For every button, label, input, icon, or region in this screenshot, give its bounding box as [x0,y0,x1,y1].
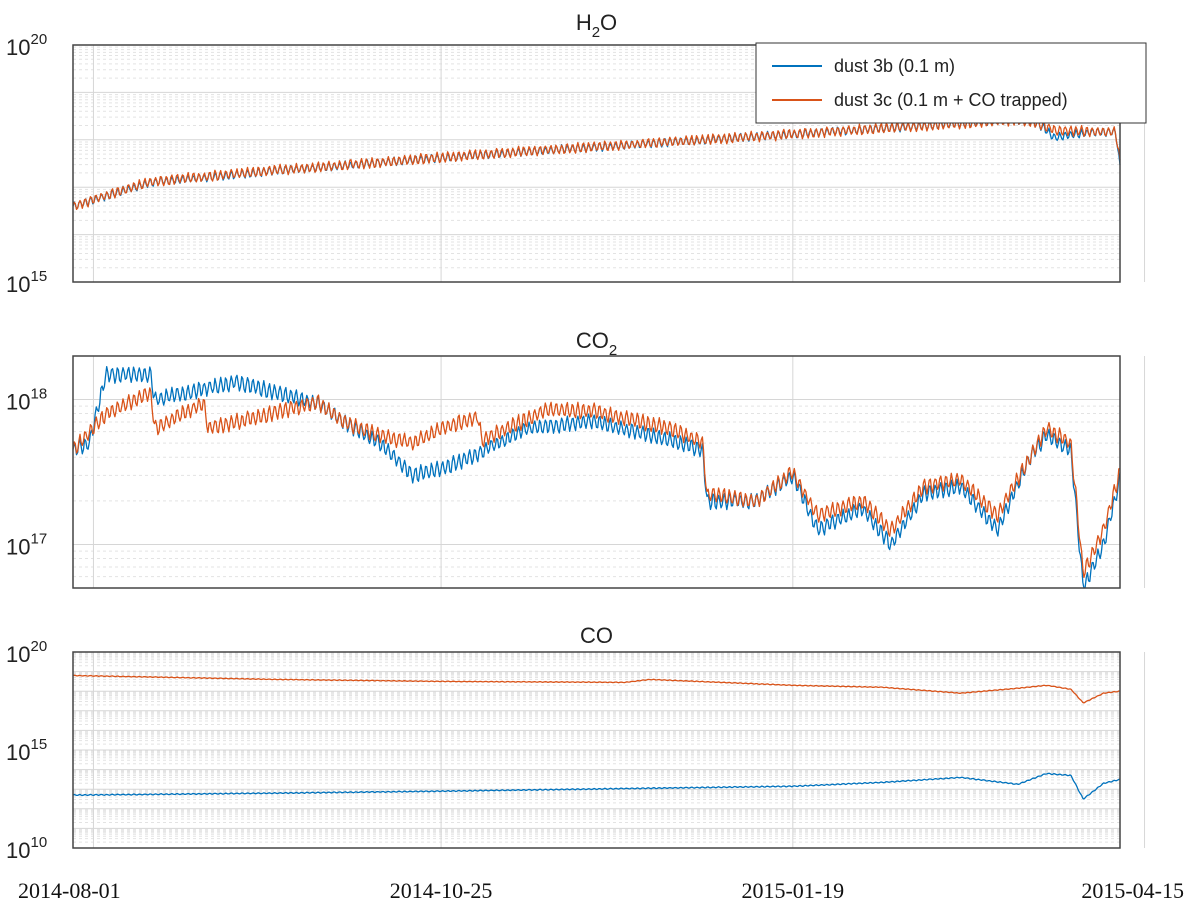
panel-0: H2O 1015 1020 [6,10,1146,297]
xtick-label: 2014-10-25 [390,878,493,903]
legend-box [755,42,1147,124]
ytick-label: 1020 [6,638,47,667]
series-line-dust-3c [72,114,1121,211]
ytick-label: 1017 [6,531,47,560]
series-line-dust-3b [72,772,1121,800]
ytick-label: 1015 [6,268,47,297]
series-line-dust-3b [72,365,1121,589]
xtick-label: 2015-04-15 [1081,878,1184,903]
panel-2: CO 1010 1015 1020 [6,623,1146,863]
xtick-label: 2015-01-19 [741,878,844,903]
axes-box [72,355,1121,589]
legend: dust 3b (0.1 m) dust 3c (0.1 m + CO trap… [755,42,1147,124]
axes-box [72,44,1121,283]
series-line-dust-3c [72,387,1121,579]
axes-box [72,651,1121,849]
panel-1: CO2 1017 1018 [6,328,1146,589]
ytick-label: 1010 [6,834,47,863]
ytick-label: 1015 [6,736,47,765]
series-line-dust-3c [72,674,1120,704]
ytick-label: 1020 [6,31,47,60]
panel-title: H2O [576,10,617,41]
ytick-label: 1018 [6,386,47,415]
xtick-label: 2014-08-01 [18,878,121,903]
legend-label-dust-3b: dust 3b (0.1 m) [834,56,955,76]
legend-label-dust-3c: dust 3c (0.1 m + CO trapped) [834,90,1068,110]
panel-title: CO2 [576,328,617,359]
panel-title: CO [580,623,613,648]
